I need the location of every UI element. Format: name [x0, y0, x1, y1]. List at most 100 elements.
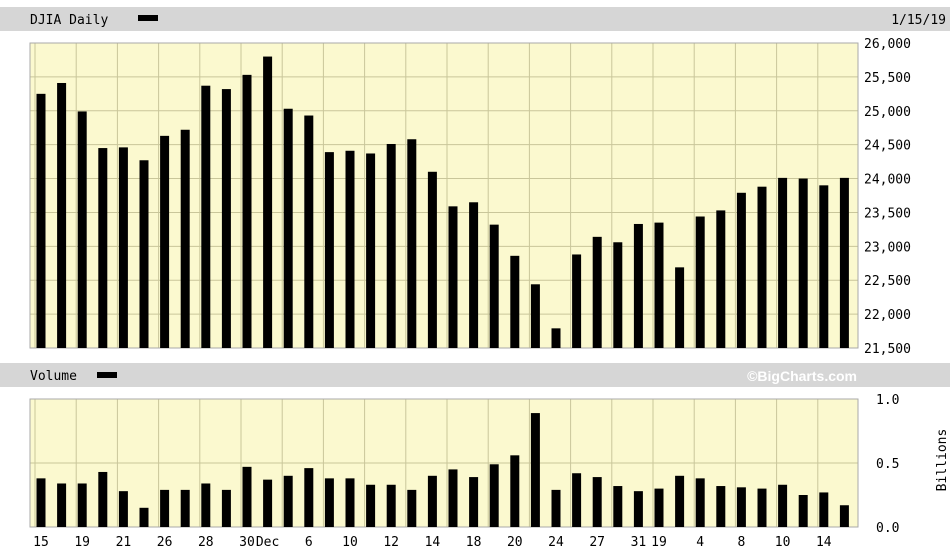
price-bar [57, 82, 67, 348]
price-bar [201, 85, 211, 348]
x-tick-label: 27 [589, 535, 605, 550]
price-bar [489, 224, 499, 348]
x-tick-label: 20 [507, 535, 523, 550]
price-bar [572, 254, 582, 348]
x-tick-label: 6 [305, 535, 313, 550]
volume-bar [98, 471, 108, 527]
price-bar [448, 206, 458, 348]
price-bar [736, 192, 746, 348]
volume-bar [386, 484, 396, 527]
price-bar [530, 284, 540, 348]
price-bar [242, 74, 252, 348]
x-tick-label: 21 [116, 535, 132, 550]
x-tick-label: 31 [631, 535, 647, 550]
volume-bar [366, 484, 376, 527]
price-bar [98, 148, 108, 348]
price-bar [798, 178, 808, 348]
price-bar [263, 56, 273, 349]
volume-bar [654, 488, 664, 527]
volume-bar [57, 483, 67, 527]
volume-bar [839, 505, 849, 527]
price-y-tick-label: 25,000 [864, 105, 911, 120]
volume-bar [324, 478, 334, 527]
price-bar [283, 108, 293, 348]
price-bar [675, 267, 685, 348]
volume-bar [427, 475, 437, 527]
price-bar [324, 152, 334, 348]
x-tick-label: 15 [33, 535, 49, 550]
price-plot-border [29, 42, 859, 349]
price-bar [36, 93, 46, 348]
x-tick-label: 8 [737, 535, 745, 550]
x-tick-label: 10 [775, 535, 791, 550]
volume-bar [469, 477, 479, 527]
price-y-tick-label: 24,000 [864, 173, 911, 188]
price-y-tick-label: 23,500 [864, 206, 911, 221]
price-bar [839, 177, 849, 348]
x-tick-labels: 15 19 21 26 28 30 Dec 6 10 12 14 18 20 24 27 31 19 4 8 10 14 [33, 535, 832, 550]
price-plot-background [30, 43, 858, 348]
volume-plot-border [29, 398, 859, 528]
volume-bar [160, 489, 170, 527]
volume-bar [757, 488, 767, 527]
x-tick-label: 4 [696, 535, 704, 550]
x-tick-label: 19 [74, 535, 90, 550]
price-bar [757, 186, 767, 348]
price-bar [592, 236, 602, 348]
price-bar [221, 89, 231, 348]
volume-y-tick-label: 0.5 [876, 457, 899, 472]
x-tick-label: 12 [383, 535, 399, 550]
volume-bar [263, 479, 273, 527]
price-bar [139, 160, 149, 348]
volume-bar [283, 475, 293, 527]
volume-bar [530, 413, 540, 527]
x-tick-label: 26 [157, 535, 173, 550]
volume-header-bar [0, 363, 950, 387]
volume-legend-swatch [97, 372, 117, 378]
volume-bar [36, 478, 46, 527]
x-tick-label: 10 [342, 535, 358, 550]
volume-bar [798, 495, 808, 527]
price-bar [160, 135, 170, 348]
volume-bar [613, 486, 623, 527]
price-legend-swatch [138, 15, 158, 21]
price-bar [304, 115, 314, 349]
x-tick-label: 24 [548, 535, 564, 550]
volume-y-axis-label: Billions [935, 429, 950, 492]
volume-bar [304, 468, 314, 527]
price-y-tick-label: 22,000 [864, 308, 911, 323]
price-bar [386, 143, 396, 348]
x-tick-label: 30 [239, 535, 255, 550]
volume-bar [736, 487, 746, 527]
volume-bar [716, 486, 726, 527]
volume-bar [675, 475, 685, 527]
x-tick-label: 18 [466, 535, 482, 550]
price-date-label: 1/15/19 [891, 13, 946, 28]
price-bars [36, 56, 849, 349]
price-header-bar [0, 7, 950, 31]
volume-bar [448, 469, 458, 527]
price-y-tick-label: 21,500 [864, 342, 911, 357]
volume-bar [778, 484, 788, 527]
price-y-ticks: 26,000 25,500 25,000 24,500 24,000 23,500 23,0… [864, 37, 911, 357]
price-bar [345, 150, 355, 348]
price-y-tick-label: 25,500 [864, 71, 911, 86]
price-bar [118, 147, 128, 348]
volume-chart-title: Volume [30, 369, 77, 384]
x-tick-label: Dec [256, 535, 279, 550]
price-bar [778, 177, 788, 348]
volume-bars [36, 413, 849, 527]
volume-bar [77, 483, 87, 527]
price-bar [77, 111, 87, 348]
volume-bar [572, 473, 582, 527]
volume-bar [180, 489, 190, 527]
volume-bar [633, 491, 643, 527]
price-bar [180, 129, 190, 348]
volume-y-tick-label: 0.0 [876, 521, 899, 536]
volume-bar [510, 455, 520, 527]
price-y-tick-label: 22,500 [864, 274, 911, 289]
volume-bar [118, 491, 128, 527]
price-y-tick-label: 23,000 [864, 240, 911, 255]
